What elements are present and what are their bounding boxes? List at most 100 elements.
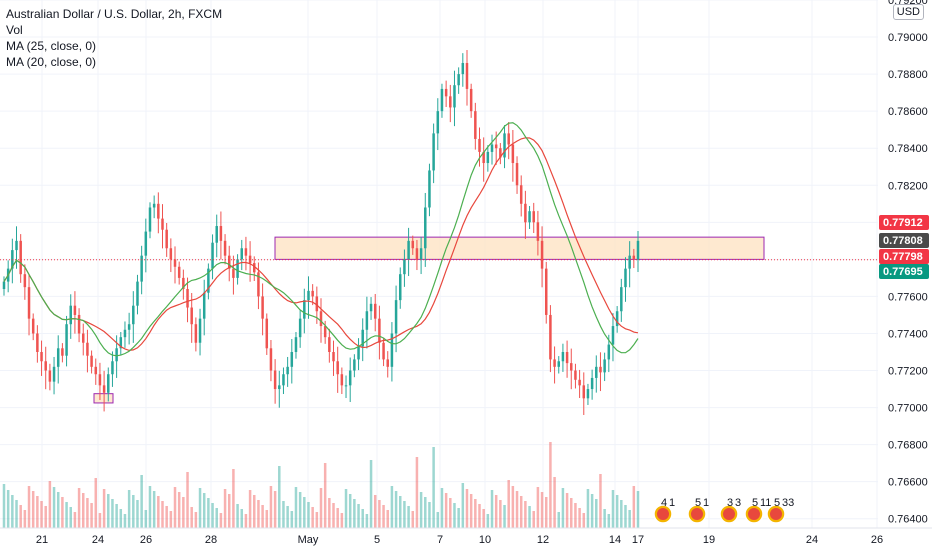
svg-text:11: 11 bbox=[760, 497, 771, 509]
price-tag: 0.77798 bbox=[879, 249, 929, 264]
volume-bar bbox=[182, 497, 185, 528]
candle-body bbox=[603, 359, 606, 373]
candle-body bbox=[582, 385, 586, 399]
volume-bar bbox=[265, 510, 269, 528]
volume-bar bbox=[248, 490, 252, 528]
volume-bar bbox=[81, 493, 85, 528]
volume-bar bbox=[144, 510, 148, 528]
volume-bar bbox=[161, 501, 164, 528]
candle-body bbox=[40, 352, 43, 362]
volume-bar bbox=[628, 510, 631, 528]
price-tick-label: 0.78400 bbox=[888, 143, 928, 155]
candle-body bbox=[557, 361, 561, 367]
price-tick-label: 0.76800 bbox=[888, 440, 928, 452]
candle-body bbox=[90, 355, 93, 367]
volume-bar bbox=[465, 489, 469, 528]
volume-bar bbox=[186, 472, 189, 528]
candle-body bbox=[269, 348, 273, 371]
volume-bar bbox=[632, 486, 636, 528]
candle-body bbox=[432, 133, 435, 171]
volume-bar bbox=[19, 505, 22, 528]
candle-body bbox=[369, 303, 373, 312]
volume-bar bbox=[52, 487, 56, 528]
volume-bar bbox=[499, 500, 502, 528]
ma20-line bbox=[3, 122, 639, 357]
candle-body bbox=[165, 229, 168, 249]
volume-bar bbox=[73, 512, 77, 528]
candle-body bbox=[474, 111, 477, 139]
volume-bar bbox=[61, 497, 64, 528]
candle-body bbox=[599, 366, 602, 373]
candle-body bbox=[207, 268, 210, 293]
volume-bar bbox=[624, 505, 627, 528]
volume-bar bbox=[532, 511, 535, 528]
candle-body bbox=[499, 148, 502, 158]
volume-bar bbox=[536, 487, 540, 528]
svg-text:3: 3 bbox=[727, 497, 733, 509]
candle-body bbox=[607, 344, 611, 360]
ma20-indicator-label[interactable]: MA (20, close, 0) bbox=[6, 55, 97, 69]
candle-body bbox=[44, 361, 47, 371]
volume-bar bbox=[173, 487, 177, 528]
volume-indicator-label[interactable]: Vol bbox=[6, 23, 23, 37]
candle-body bbox=[532, 211, 535, 223]
volume-bar bbox=[478, 504, 481, 528]
candle-body bbox=[565, 352, 569, 364]
volume-bar bbox=[369, 460, 373, 528]
price-tag: 0.77695 bbox=[879, 264, 929, 279]
volume-bar bbox=[348, 494, 352, 528]
event-badge[interactable]: 5 33 bbox=[766, 497, 794, 524]
candle-body bbox=[157, 203, 160, 219]
candle-body bbox=[244, 248, 248, 256]
volume-bar bbox=[227, 494, 231, 528]
candle-body bbox=[232, 268, 235, 278]
time-tick-label: 14 bbox=[609, 534, 621, 546]
candle-body bbox=[361, 329, 364, 347]
candle-body bbox=[198, 318, 202, 343]
volume-bar bbox=[294, 487, 298, 528]
candle-body bbox=[336, 361, 339, 375]
event-badge[interactable]: 5 11 bbox=[744, 497, 771, 524]
candle-body bbox=[73, 305, 77, 315]
volume-bar bbox=[69, 507, 72, 528]
candle-body bbox=[620, 287, 623, 312]
candle-body bbox=[36, 333, 39, 352]
candle-body bbox=[478, 138, 481, 152]
candle-body bbox=[236, 259, 239, 278]
candle-body bbox=[261, 296, 264, 319]
svg-text:4: 4 bbox=[661, 497, 667, 509]
candle-body bbox=[194, 324, 198, 343]
currency-badge[interactable]: USD bbox=[892, 4, 924, 20]
time-tick-label: 12 bbox=[537, 534, 549, 546]
candle-body bbox=[328, 337, 331, 352]
candle-body bbox=[27, 287, 31, 319]
volume-bar bbox=[599, 474, 602, 528]
volume-bar bbox=[411, 511, 415, 528]
svg-text:5: 5 bbox=[752, 497, 758, 509]
volume-bar bbox=[240, 509, 244, 528]
volume-bar bbox=[253, 495, 256, 528]
candle-body bbox=[494, 144, 498, 149]
svg-text:5: 5 bbox=[695, 497, 701, 509]
candle-body bbox=[248, 255, 252, 264]
candle-body bbox=[561, 352, 565, 362]
volume-bar bbox=[486, 514, 490, 528]
candle-body bbox=[77, 314, 81, 334]
candle-body bbox=[298, 318, 302, 338]
volume-bar bbox=[361, 509, 364, 528]
candle-body bbox=[2, 281, 6, 290]
svg-text:0.77808: 0.77808 bbox=[883, 235, 923, 247]
candle-body bbox=[190, 307, 193, 325]
candle-body bbox=[211, 242, 214, 269]
candle-body bbox=[257, 272, 260, 297]
candle-body bbox=[486, 151, 490, 164]
volume-bar bbox=[582, 513, 586, 528]
ma25-indicator-label[interactable]: MA (25, close, 0) bbox=[6, 39, 97, 53]
symbol-title[interactable]: Australian Dollar / U.S. Dollar, 2h, FXC… bbox=[6, 7, 223, 21]
time-tick-label: 21 bbox=[36, 534, 48, 546]
candle-body bbox=[403, 259, 406, 275]
